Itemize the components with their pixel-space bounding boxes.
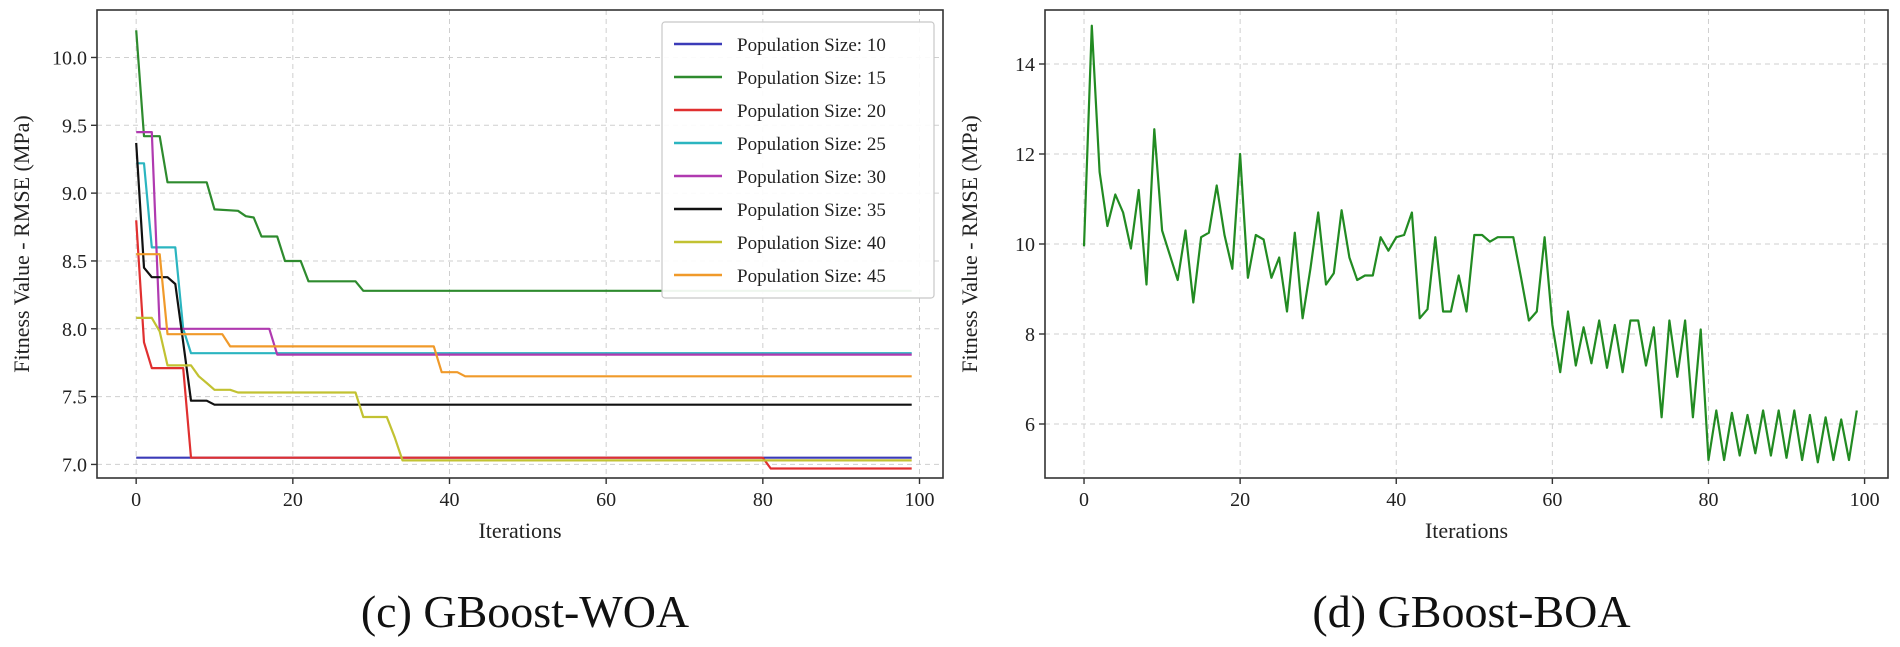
x-tick-label: 60: [1542, 489, 1562, 511]
series-line: [135, 142, 912, 406]
series-line: [135, 30, 912, 292]
y-axis-title: Fitness Value - RMSE (MPa): [957, 115, 982, 373]
boa-panel: 0 20 40 60 80 100 6 8 10 12 14 Iterations Fitness Va…: [957, 9, 1889, 637]
y-tick-label: 10: [1015, 234, 1035, 256]
x-tick-label: 40: [440, 489, 460, 511]
legend: Population Size: 10 Population Size: 15 Po…: [661, 21, 935, 299]
y-tick-label: 12: [1015, 144, 1035, 166]
x-tick-label: 20: [1230, 489, 1250, 511]
legend-label: Population Size: 30: [737, 167, 886, 188]
series-line: [1082, 24, 1858, 464]
x-tick-label: 40: [1386, 489, 1406, 511]
plot-frame: [96, 9, 944, 479]
x-tick-label: 80: [753, 489, 773, 511]
y-axis-title: Fitness Value - RMSE (MPa): [9, 115, 34, 373]
x-tick-label: 80: [1698, 489, 1718, 511]
legend-label: Population Size: 10: [737, 35, 886, 56]
x-tick-label: 60: [596, 489, 616, 511]
y-tick-label: 14: [1015, 54, 1035, 76]
series-line: [136, 316, 912, 462]
x-tick-label: 0: [131, 489, 141, 511]
x-axis-title: Iterations: [1425, 518, 1508, 543]
x-tick-label: 100: [905, 489, 935, 511]
legend-label: Population Size: 40: [737, 233, 886, 254]
legend-label: Population Size: 35: [737, 200, 886, 221]
x-tick-label: 0: [1079, 489, 1089, 511]
woa-panel: 0 20 40 60 80 100 7.0 7.5 8.0 8.5 9.0 9.5 10.0 Iterat…: [9, 9, 944, 637]
panel-caption: (d) GBoost-BOA: [1312, 586, 1630, 637]
y-tick-label: 9.5: [62, 115, 87, 137]
y-tick-label: 8.5: [62, 251, 87, 273]
y-tick-label: 7.0: [62, 454, 87, 476]
y-tick-label: 9.0: [62, 183, 87, 205]
x-tick-label: 100: [1850, 489, 1880, 511]
series-line: [135, 220, 912, 470]
legend-label: Population Size: 45: [737, 266, 886, 287]
legend-box: [661, 21, 935, 299]
series-line: [136, 131, 912, 356]
y-tick-label: 6: [1025, 414, 1035, 436]
legend-label: Population Size: 20: [737, 101, 886, 122]
y-tick-label: 8: [1025, 324, 1035, 346]
panel-caption: (c) GBoost-WOA: [361, 586, 689, 637]
y-tick-label: 8.0: [62, 319, 87, 341]
series-line: [136, 162, 912, 355]
series-line: [136, 253, 912, 378]
y-tick-label: 7.5: [62, 387, 87, 409]
x-tick-label: 20: [283, 489, 303, 511]
x-axis-title: Iterations: [478, 518, 561, 543]
legend-label: Population Size: 15: [737, 68, 886, 89]
y-tick-label: 10.0: [52, 47, 87, 69]
legend-label: Population Size: 25: [737, 134, 886, 155]
